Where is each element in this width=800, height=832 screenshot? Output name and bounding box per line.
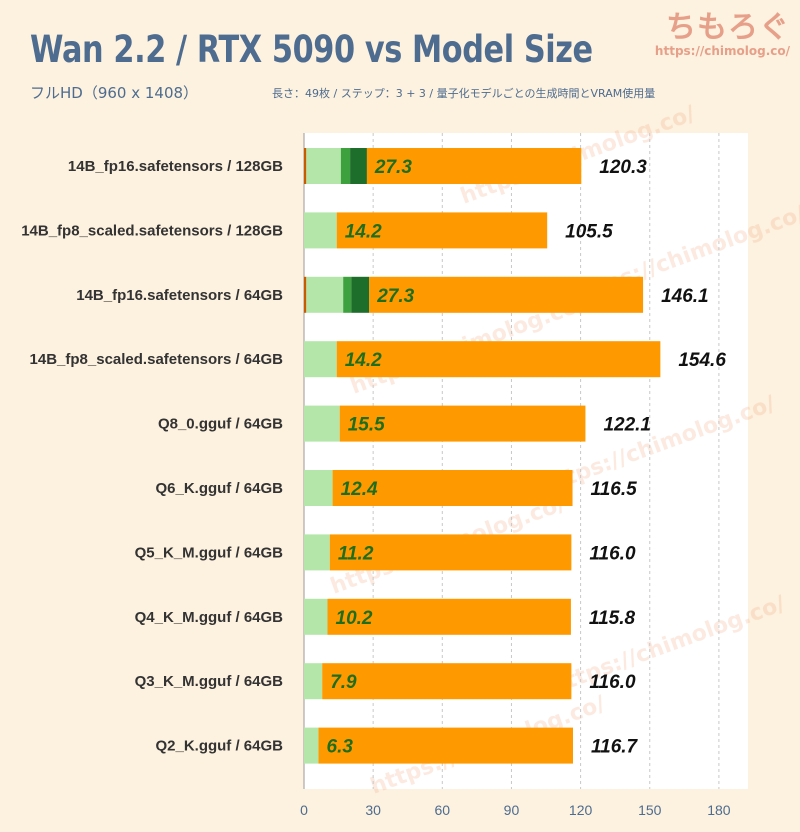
x-tick-label: 60 bbox=[435, 802, 451, 818]
inner-value-label: 6.3 bbox=[327, 737, 354, 758]
bar-segment bbox=[336, 341, 661, 378]
bar-segment bbox=[336, 212, 548, 249]
category-label: Q6_K.gguf / 64GB bbox=[155, 480, 283, 497]
bar-segment bbox=[304, 663, 323, 700]
bar-segment bbox=[327, 598, 571, 635]
inner-value-label: 12.4 bbox=[341, 479, 378, 500]
bar-segment bbox=[332, 470, 573, 506]
bar-segment bbox=[329, 534, 572, 571]
inner-value-label: 7.9 bbox=[330, 672, 357, 693]
inner-value-label: 14.2 bbox=[345, 221, 382, 242]
bar-segment bbox=[351, 276, 370, 313]
inner-value-label: 14.2 bbox=[345, 350, 382, 371]
category-label: 14B_fp8_scaled.safetensors / 128GB bbox=[21, 222, 283, 239]
bar-segment bbox=[304, 148, 307, 184]
category-label: Q3_K_M.gguf / 64GB bbox=[135, 673, 284, 690]
x-tick-label: 30 bbox=[365, 802, 381, 818]
x-tick-label: 150 bbox=[638, 802, 662, 818]
bar-segment bbox=[304, 341, 337, 378]
bar-segment bbox=[366, 148, 582, 184]
total-value-label: 122.1 bbox=[603, 415, 651, 436]
bar-segment bbox=[318, 727, 573, 764]
bar-segment bbox=[304, 405, 340, 442]
bar-segment bbox=[343, 276, 352, 313]
bar-segment bbox=[304, 212, 337, 249]
bar-segment bbox=[322, 663, 572, 700]
chart-title: Wan 2.2 / RTX 5090 vs Model Size bbox=[30, 28, 593, 71]
resolution-subtitle: フルHD（960 x 1408） bbox=[30, 84, 199, 102]
total-value-label: 120.3 bbox=[599, 157, 647, 178]
brand-url: https://chimolog.co/ bbox=[654, 44, 790, 58]
category-label: Q8_0.gguf / 64GB bbox=[158, 416, 283, 433]
category-label: Q2_K.gguf / 64GB bbox=[155, 738, 283, 755]
total-value-label: 116.5 bbox=[591, 479, 638, 500]
inner-value-label: 11.2 bbox=[338, 543, 374, 564]
inner-value-label: 27.3 bbox=[374, 157, 412, 178]
inner-value-label: 27.3 bbox=[376, 286, 414, 307]
category-label: Q5_K_M.gguf / 64GB bbox=[135, 544, 284, 561]
total-value-label: 116.7 bbox=[591, 737, 639, 758]
inner-value-label: 15.5 bbox=[348, 415, 385, 436]
category-label: 14B_fp16.safetensors / 64GB bbox=[76, 287, 283, 304]
category-label: Q4_K_M.gguf / 64GB bbox=[135, 609, 284, 626]
bar-segment bbox=[369, 276, 644, 313]
category-label: 14B_fp16.safetensors / 128GB bbox=[68, 158, 283, 175]
bar-segment bbox=[304, 598, 328, 635]
total-value-label: 116.0 bbox=[589, 672, 636, 693]
bar-segment bbox=[350, 148, 367, 184]
bar-segment bbox=[306, 148, 341, 184]
inner-value-label: 10.2 bbox=[336, 608, 373, 629]
bar-segment bbox=[304, 534, 330, 571]
brand-name: ちもろぐ bbox=[666, 10, 790, 45]
total-value-label: 116.0 bbox=[589, 543, 636, 564]
bar-segment bbox=[340, 148, 351, 184]
total-value-label: 146.1 bbox=[661, 286, 709, 307]
total-value-label: 115.8 bbox=[589, 608, 636, 629]
bar-segment bbox=[339, 405, 586, 442]
bar-segment bbox=[304, 470, 333, 506]
total-value-label: 154.6 bbox=[678, 350, 726, 371]
x-tick-label: 120 bbox=[569, 802, 593, 818]
bar-segment bbox=[306, 276, 344, 313]
x-tick-label: 0 bbox=[300, 802, 308, 818]
x-tick-label: 180 bbox=[707, 802, 731, 818]
total-value-label: 105.5 bbox=[565, 221, 613, 242]
bar-segment bbox=[304, 276, 307, 313]
settings-subtitle: 長さ：49枚 / ステップ：3 + 3 / 量子化モデルごとの生成時間とVRAM… bbox=[272, 87, 656, 100]
category-label: 14B_fp8_scaled.safetensors / 64GB bbox=[30, 351, 284, 368]
brand-logo: ちもろぐ https://chimolog.co/ bbox=[655, 2, 790, 58]
bar-segment bbox=[304, 727, 319, 764]
x-tick-label: 90 bbox=[504, 802, 520, 818]
